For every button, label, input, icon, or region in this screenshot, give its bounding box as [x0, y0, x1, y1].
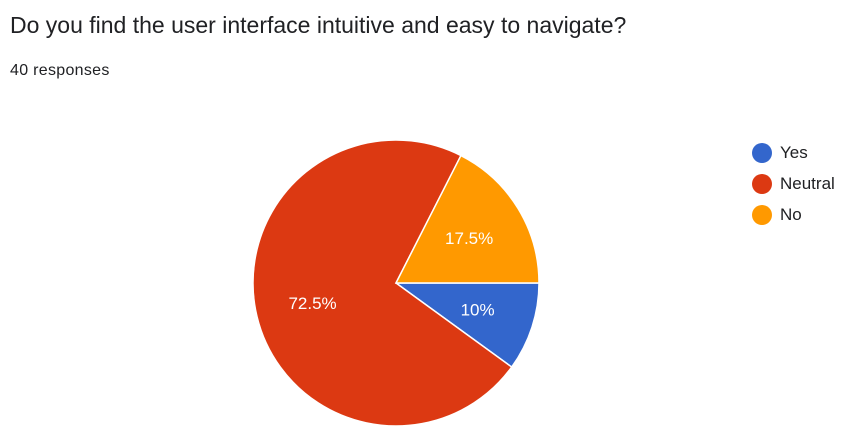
legend-label-no: No [780, 204, 802, 224]
chart-legend: Yes Neutral No [752, 137, 835, 230]
question-title: Do you find the user interface intuitive… [10, 12, 627, 38]
pie-slice-no[interactable] [394, 154, 540, 284]
legend-label-neutral: Neutral [780, 173, 835, 193]
legend-swatch-neutral [752, 173, 772, 194]
pie-label-no: 17.5% [445, 229, 493, 248]
legend-item-yes[interactable]: Yes [752, 137, 835, 168]
response-count: 40 responses [10, 62, 110, 79]
legend-swatch-yes [752, 142, 772, 163]
pie-slice-yes[interactable] [393, 282, 540, 369]
legend-item-neutral[interactable]: Neutral [752, 168, 835, 199]
pie-label-yes: 10% [461, 301, 495, 320]
legend-item-no[interactable]: No [752, 199, 835, 230]
pie-label-neutral: 72.5% [288, 294, 336, 313]
legend-label-yes: Yes [780, 142, 808, 162]
legend-swatch-no [752, 204, 772, 225]
pie-slice-neutral[interactable] [252, 139, 513, 427]
